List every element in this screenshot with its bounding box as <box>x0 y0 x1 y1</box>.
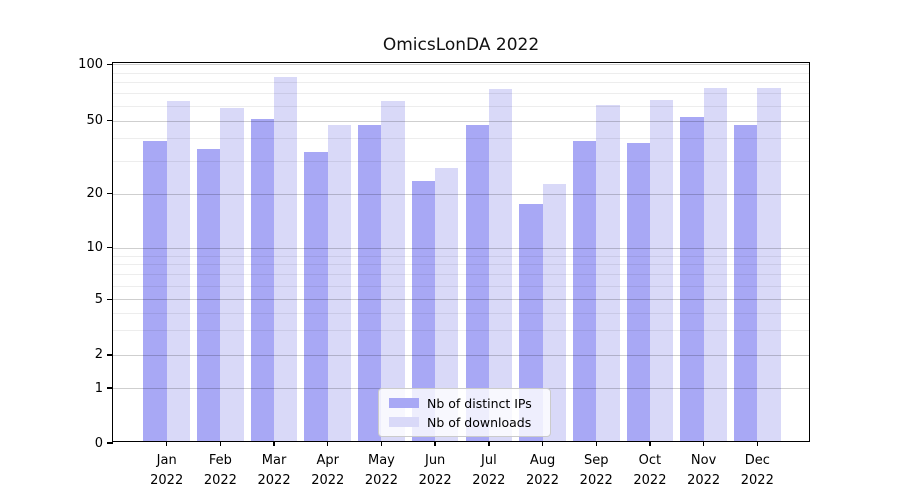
bar-downloads <box>649 99 674 441</box>
bar-downloads <box>542 184 566 441</box>
bar-distinct-ips <box>626 142 650 441</box>
bar-distinct-ips <box>411 180 436 441</box>
y-tick-mark <box>107 247 113 249</box>
y-tick-label: 20 <box>86 186 103 202</box>
y-tick-mark <box>107 192 113 195</box>
x-tick-label: May 2022 <box>364 453 398 488</box>
x-tick-label: Mar 2022 <box>257 453 291 488</box>
plot-area: Nb of distinct IPs Nb of downloads 0 1 2 5 1… <box>78 58 810 488</box>
x-tick-label: Sep 2022 <box>579 453 613 488</box>
bar-distinct-ips <box>358 125 382 441</box>
bar-downloads <box>327 125 352 441</box>
y-tick-mark <box>107 387 113 389</box>
x-tick-label: Apr 2022 <box>311 453 345 488</box>
y-tick-mark <box>107 354 113 356</box>
y-tick-label: 5 <box>94 291 103 307</box>
bar-distinct-ips <box>734 125 758 441</box>
bar-distinct-ips <box>519 204 543 441</box>
bar-distinct-ips <box>304 151 328 441</box>
x-tick-mark <box>595 441 597 446</box>
y-tick-label: 0 <box>94 435 103 451</box>
y-tick-label: 1 <box>94 380 103 396</box>
x-tick-label: Jun 2022 <box>418 453 452 488</box>
minor-gridline <box>113 82 809 84</box>
minor-gridline <box>113 72 809 74</box>
bar-downloads <box>435 167 459 441</box>
legend-swatch-distinct-ips <box>389 398 419 408</box>
y-tick-label: 2 <box>94 347 103 363</box>
y-tick-mark <box>107 442 113 444</box>
x-tick-label: Jan 2022 <box>150 453 184 488</box>
x-tick-label: Jul 2022 <box>472 453 506 488</box>
legend-label-distinct-ips: Nb of distinct IPs <box>427 395 532 411</box>
x-tick-mark <box>273 441 275 446</box>
y-tick-mark <box>107 119 113 122</box>
legend-row-distinct-ips: Nb of distinct IPs <box>379 397 550 410</box>
bar-downloads <box>596 105 620 441</box>
y-tick-label: 10 <box>86 240 103 256</box>
legend: Nb of distinct IPs Nb of downloads <box>378 388 551 437</box>
bar-downloads <box>381 101 405 441</box>
chart-title: OmicsLonDA 2022 <box>382 35 540 55</box>
bar-distinct-ips <box>572 140 597 441</box>
y-tick-mark <box>107 298 113 300</box>
y-tick-mark <box>107 63 113 65</box>
bar-downloads <box>274 77 298 441</box>
y-tick-label: 50 <box>86 113 103 129</box>
legend-label-downloads: Nb of downloads <box>427 414 532 430</box>
x-tick-mark <box>649 441 651 446</box>
bar-downloads <box>488 89 513 441</box>
x-tick-mark <box>219 441 222 446</box>
y-tick-label: 100 <box>78 56 103 72</box>
x-tick-mark <box>702 441 705 446</box>
x-tick-mark <box>165 441 168 446</box>
legend-row-downloads: Nb of downloads <box>379 416 550 429</box>
bar-distinct-ips <box>250 118 275 441</box>
x-tick-mark <box>756 441 758 446</box>
bar-downloads <box>166 101 190 441</box>
bar-downloads <box>703 87 727 441</box>
x-tick-mark <box>541 441 544 446</box>
bar-distinct-ips <box>680 117 704 441</box>
x-tick-label: Oct 2022 <box>633 453 667 488</box>
bar-downloads <box>220 108 244 441</box>
bar-downloads <box>757 87 781 441</box>
bar-distinct-ips <box>143 140 167 441</box>
x-tick-mark <box>327 441 329 446</box>
x-tick-label: Nov 2022 <box>687 453 721 488</box>
bar-distinct-ips <box>197 149 221 441</box>
x-tick-label: Feb 2022 <box>203 453 237 488</box>
bar-distinct-ips <box>465 125 489 441</box>
x-tick-mark <box>488 441 490 446</box>
x-tick-mark <box>380 441 383 446</box>
x-tick-label: Aug 2022 <box>525 453 560 488</box>
major-gridline <box>113 64 809 66</box>
x-tick-mark <box>434 441 436 446</box>
x-tick-label: Dec 2022 <box>740 453 774 488</box>
legend-swatch-downloads <box>389 417 419 427</box>
